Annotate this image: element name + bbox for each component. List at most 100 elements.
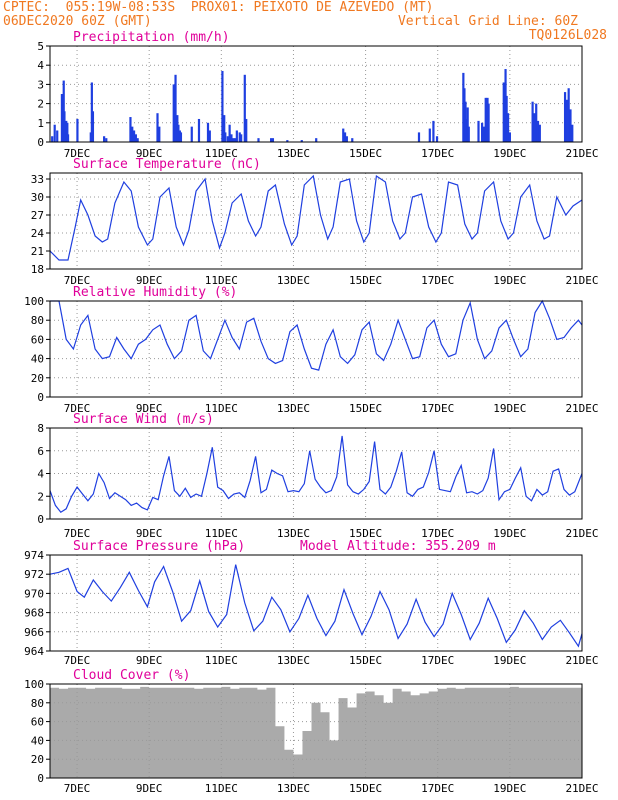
x-tick-label: 13DEC — [277, 274, 310, 287]
y-tick-label: 33 — [31, 173, 44, 186]
y-tick-label: 3 — [37, 78, 44, 91]
x-tick-label: 21DEC — [565, 274, 598, 287]
x-tick-label: 9DEC — [136, 147, 163, 160]
precip-bar — [508, 132, 511, 142]
precip-bar — [190, 126, 193, 142]
panel-title: Surface Wind (m/s) — [73, 412, 214, 427]
header-date: 06DEC2020 60Z (GMT) — [3, 14, 152, 29]
header-line1: CPTEC: 055:19W-08:53S PROX01: PEIXOTO DE… — [3, 0, 434, 15]
x-tick-label: 11DEC — [205, 274, 238, 287]
precip-bar — [206, 122, 210, 142]
y-tick-label: 27 — [31, 209, 44, 222]
y-tick-label: 40 — [31, 734, 44, 747]
precip-bar — [105, 138, 108, 142]
precip-bar — [417, 132, 421, 142]
x-tick-label: 21DEC — [565, 654, 598, 667]
precip-bar — [233, 138, 237, 142]
x-tick-label: 17DEC — [421, 274, 454, 287]
x-tick-label: 9DEC — [136, 274, 163, 287]
x-tick-label: 15DEC — [349, 274, 382, 287]
x-tick-label: 17DEC — [421, 402, 454, 415]
precip-bar — [66, 122, 69, 142]
precip-bar — [467, 126, 470, 142]
y-tick-label: 18 — [31, 263, 44, 276]
precip-bar — [270, 138, 273, 142]
panel-title: Precipitation (mm/h) — [73, 30, 230, 45]
x-tick-label: 15DEC — [349, 527, 382, 540]
y-tick-label: 4 — [37, 468, 44, 481]
precip-bar — [432, 120, 435, 142]
x-tick-label: 13DEC — [277, 147, 310, 160]
precip-bar — [132, 130, 136, 142]
precip-bar — [482, 126, 486, 142]
x-tick-label: 15DEC — [349, 402, 382, 415]
y-tick-label: 974 — [24, 549, 44, 562]
y-tick-label: 0 — [37, 136, 44, 149]
precip-bar — [156, 113, 159, 142]
y-tick-label: 100 — [24, 678, 44, 691]
x-tick-label: 15DEC — [349, 147, 382, 160]
precip-bar — [208, 130, 211, 142]
precip-bar — [158, 126, 161, 142]
precip-bar — [91, 111, 95, 142]
plot-frame — [49, 300, 583, 398]
precip-bar — [243, 74, 246, 142]
x-tick-label: 13DEC — [277, 782, 310, 795]
precip-bar — [345, 136, 348, 142]
precip-bar — [134, 134, 137, 142]
precip-bar — [531, 101, 534, 142]
precip-bar — [53, 124, 56, 142]
y-tick-label: 970 — [24, 587, 44, 600]
precip-bar — [103, 136, 106, 142]
precip-bar — [232, 138, 235, 142]
x-tick-label: 9DEC — [136, 527, 163, 540]
y-tick-label: 2 — [37, 98, 44, 111]
precip-bar — [533, 113, 536, 142]
x-tick-label: 7DEC — [64, 147, 91, 160]
precip-bar — [131, 126, 134, 142]
y-tick-label: 968 — [24, 607, 44, 620]
y-tick-label: 80 — [31, 314, 44, 327]
precip-bar — [223, 115, 226, 142]
precip-bar — [228, 124, 231, 142]
precip-bar — [286, 140, 289, 142]
precip-bar — [481, 122, 484, 142]
y-tick-label: 0 — [37, 513, 44, 526]
precip-bar — [56, 130, 59, 142]
x-tick-label: 21DEC — [565, 782, 598, 795]
x-tick-label: 7DEC — [64, 527, 91, 540]
x-tick-label: 11DEC — [205, 527, 238, 540]
x-tick-label: 7DEC — [64, 274, 91, 287]
y-tick-label: 0 — [37, 772, 44, 785]
x-tick-label: 15DEC — [349, 654, 382, 667]
x-tick-label: 11DEC — [205, 402, 238, 415]
precip-bar — [300, 140, 303, 142]
precip-bar — [76, 118, 79, 142]
y-tick-label: 1 — [37, 117, 44, 130]
precip-bar — [172, 84, 175, 142]
x-tick-label: 7DEC — [64, 402, 91, 415]
precip-bar — [271, 138, 275, 142]
precip-bar — [129, 117, 132, 142]
precip-bar — [230, 134, 233, 142]
precip-bar — [226, 136, 229, 142]
x-tick-label: 19DEC — [493, 402, 526, 415]
x-tick-label: 9DEC — [136, 782, 163, 795]
x-tick-label: 11DEC — [205, 782, 238, 795]
precip-bar — [538, 124, 541, 142]
plot-frame — [49, 427, 583, 520]
chart-panel-3: 7DEC 9DEC 11DEC 13DEC 15DEC 17DEC 19DEC 21DEC 0 2… — [24, 285, 598, 415]
y-tick-label: 964 — [24, 645, 44, 658]
y-tick-label: 6 — [37, 445, 44, 458]
x-tick-label: 21DEC — [565, 527, 598, 540]
precip-bar — [66, 134, 70, 142]
precip-bar — [179, 132, 183, 142]
precip-bar — [435, 136, 439, 142]
precip-bar — [351, 138, 354, 142]
precip-bar — [221, 70, 224, 142]
chart-panel-2: 7DEC 9DEC 11DEC 13DEC 15DEC 17DEC 19DEC 21DEC 18… — [31, 157, 599, 287]
y-tick-label: 21 — [31, 245, 44, 258]
precip-bar — [197, 118, 201, 142]
precip-bar — [235, 130, 238, 142]
